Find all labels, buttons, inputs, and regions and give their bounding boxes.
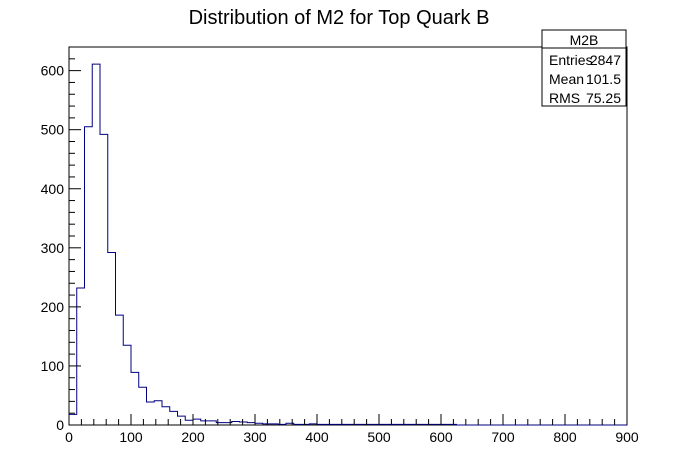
x-tick-label: 300 bbox=[243, 429, 267, 445]
x-tick-label: 600 bbox=[429, 429, 453, 445]
histogram-bin bbox=[139, 387, 147, 425]
stats-entries-value: 2847 bbox=[590, 52, 621, 68]
y-tick-label: 500 bbox=[41, 122, 65, 138]
y-tick-label: 100 bbox=[41, 358, 65, 374]
stats-entries-label: Entries bbox=[549, 52, 593, 68]
histogram-bin bbox=[116, 315, 124, 425]
x-tick-label: 100 bbox=[119, 429, 143, 445]
histogram-series bbox=[68, 63, 627, 426]
x-tick-label: 400 bbox=[305, 429, 329, 445]
stats-box: M2B Entries 2847 Mean 101.5 RMS 75.25 bbox=[541, 29, 627, 107]
chart-title: Distribution of M2 for Top Quark B bbox=[189, 7, 490, 29]
histogram-bin bbox=[209, 421, 217, 425]
histogram-bin bbox=[193, 419, 201, 425]
axes: 0 100 200 300 400 500 600 700 800 900 0 100 200 300 40… bbox=[41, 46, 639, 445]
stats-box-title: M2B bbox=[570, 32, 599, 48]
stats-rms-value: 75.25 bbox=[586, 90, 621, 106]
histogram-bin bbox=[131, 372, 139, 425]
stats-mean-label: Mean bbox=[549, 71, 584, 87]
y-tick-label: 300 bbox=[41, 240, 65, 256]
histogram-bin bbox=[100, 134, 108, 425]
stats-mean-value: 101.5 bbox=[586, 71, 621, 87]
histogram-bin bbox=[232, 421, 240, 425]
histogram-bin bbox=[201, 421, 209, 425]
y-tick-label: 600 bbox=[41, 63, 65, 79]
histogram-bin bbox=[77, 288, 85, 425]
x-tick-label: 800 bbox=[553, 429, 577, 445]
histogram-bin bbox=[69, 414, 77, 425]
y-tick-label: 200 bbox=[41, 299, 65, 315]
histogram-bin bbox=[92, 64, 100, 425]
x-tick-label: 200 bbox=[181, 429, 205, 445]
histogram-bin bbox=[108, 253, 116, 425]
x-tick-label: 900 bbox=[615, 429, 639, 445]
x-tick-label: 700 bbox=[491, 429, 515, 445]
histogram-bin bbox=[185, 420, 193, 425]
histogram-bin bbox=[170, 411, 178, 425]
histogram-bin bbox=[123, 345, 131, 425]
histogram-bin bbox=[178, 416, 186, 425]
histogram-bin bbox=[85, 127, 93, 425]
y-tick-label: 0 bbox=[56, 417, 64, 433]
histogram-bin bbox=[147, 402, 155, 425]
histogram-outline bbox=[68, 63, 627, 426]
stats-rms-label: RMS bbox=[549, 90, 580, 106]
x-tick-label: 500 bbox=[367, 429, 391, 445]
y-tick-label: 400 bbox=[41, 181, 65, 197]
stats-box-border bbox=[541, 29, 627, 107]
x-tick-label: 0 bbox=[65, 429, 73, 445]
